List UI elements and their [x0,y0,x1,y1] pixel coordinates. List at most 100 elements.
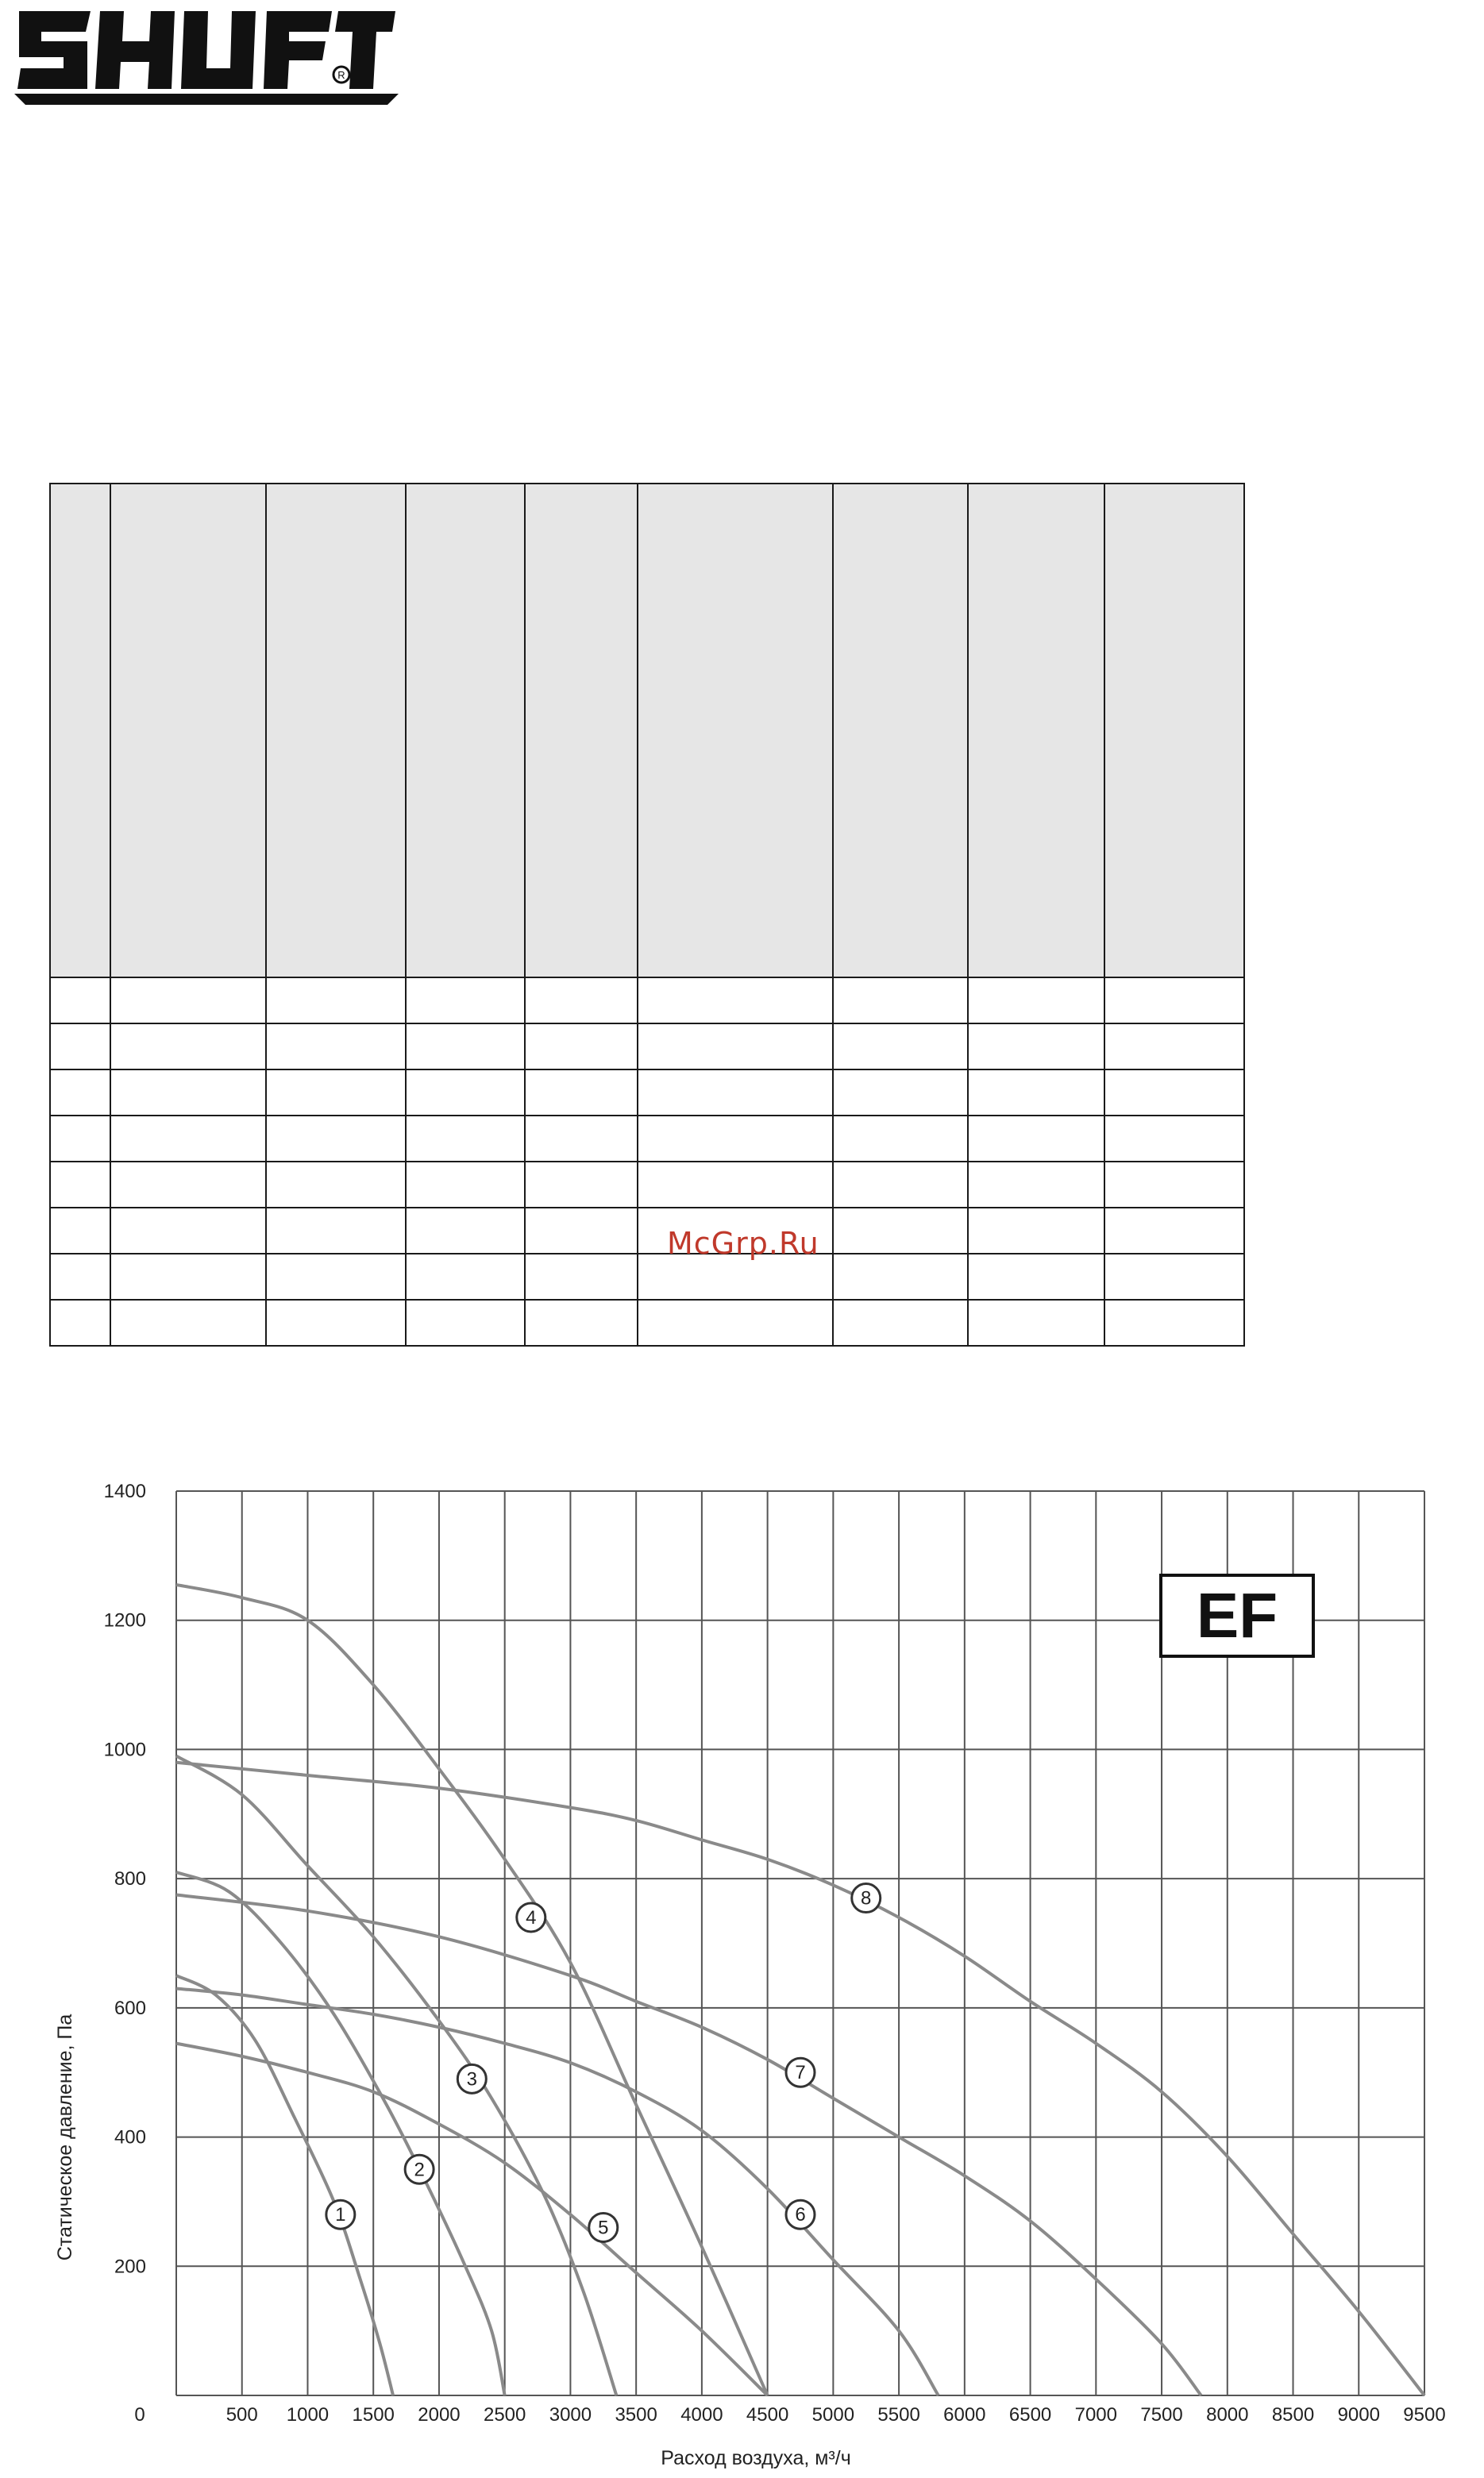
x-tick-label: 3500 [615,2404,657,2426]
table-cell [1104,1115,1245,1162]
curve-1 [175,1974,395,2396]
table-header-row [49,483,1245,978]
table-cell [49,1023,111,1070]
table-cell [524,483,638,978]
table-row [49,1299,1245,1347]
table-cell [110,483,267,978]
chart-axis-labels: 0 500 1000 1500 2000 2500 3000 3500 4000 4500 5000… [104,1481,1446,2426]
x-tick-label: 6000 [943,2404,985,2426]
curve-marker-6 [784,2199,816,2230]
table-cell [637,1161,834,1208]
table-cell [967,1253,1105,1301]
table-cell [405,1115,526,1162]
chart-grid [175,1490,1425,2396]
table-cell [967,1023,1105,1070]
fan-performance-chart: 1 2 3 4 5 6 7 8 0 500 1000 1500 2000 2500 3000 3500 400… [54,1481,1446,2469]
curve-8 [175,1760,1426,2397]
table-cell [265,977,407,1024]
table-cell [1104,977,1245,1024]
table-cell [1104,1253,1245,1301]
table-row [49,1115,1245,1162]
curve-6 [175,1987,940,2397]
table-cell [405,1161,526,1208]
table-cell [967,1207,1105,1254]
table-cell [265,1161,407,1208]
table-cell [405,1069,526,1116]
badge: EF [1159,1574,1315,1658]
x-tick-label: 500 [226,2404,258,2426]
table-cell [49,1115,111,1162]
curve-marker-label: 7 [795,2062,805,2083]
chart-markers: 1 2 3 4 5 6 7 8 [325,1883,882,2243]
x-tick-label: 0 [134,2404,145,2426]
x-tick-label: 2000 [418,2404,460,2426]
table-cell [265,1207,407,1254]
table-cell [110,1115,267,1162]
x-tick-label: 5500 [877,2404,919,2426]
y-tick-label: 1200 [104,1610,146,1632]
x-tick-label: 7500 [1140,2404,1182,2426]
table-cell [524,1023,638,1070]
curve-marker-label: 1 [335,2204,345,2226]
curve-marker-1 [325,2199,357,2230]
table-cell [1104,1069,1245,1116]
y-tick-label: 400 [114,2127,146,2148]
table-row [49,1023,1245,1070]
table-cell [967,483,1105,978]
x-tick-label: 8000 [1206,2404,1248,2426]
table-row [49,1069,1245,1116]
curve-marker-5 [588,2211,619,2243]
table-cell [49,1207,111,1254]
x-tick-label: 8500 [1272,2404,1314,2426]
table-cell [832,977,969,1024]
table-cell [524,977,638,1024]
x-tick-label: 6500 [1009,2404,1051,2426]
table-cell [967,1299,1105,1347]
table-cell [49,977,111,1024]
table-cell [405,977,526,1024]
table-cell [265,1115,407,1162]
curve-marker-2 [403,2153,435,2185]
table-cell [524,1207,638,1254]
curve-4 [175,1583,769,2396]
table-cell [967,977,1105,1024]
table-cell [265,483,407,978]
curve-marker-7 [784,2056,816,2088]
table-cell [637,1023,834,1070]
x-tick-label: 4000 [680,2404,723,2426]
table-cell [110,1069,267,1116]
table-row [49,1207,1245,1254]
x-tick-label: 1000 [287,2404,329,2426]
table-cell [832,1023,969,1070]
y-tick-label: 1400 [104,1481,146,1502]
table-cell [49,1253,111,1301]
table-cell [1104,1161,1245,1208]
table-cell [1104,1023,1245,1070]
table-cell [832,1253,969,1301]
table-cell [110,977,267,1024]
watermark: McGrp.Ru [667,1226,819,1261]
x-tick-label: 3000 [549,2404,592,2426]
table-cell [524,1115,638,1162]
table-cell [637,1253,834,1301]
x-tick-label: 7000 [1075,2404,1117,2426]
y-tick-label: 200 [114,2256,146,2277]
table-row [49,1253,1245,1301]
curve-marker-label: 8 [861,1888,871,1910]
x-axis-label: Расход воздуха, м³/ч [661,2447,850,2469]
table-cell [405,1253,526,1301]
table-cell [49,1161,111,1208]
table-cell [832,1069,969,1116]
table-cell [524,1069,638,1116]
x-tick-label: 2500 [484,2404,526,2426]
table-cell [405,1299,526,1347]
curve-2 [175,1871,507,2396]
curve-marker-label: 3 [467,2068,477,2090]
table-cell [832,1115,969,1162]
table-cell [967,1069,1105,1116]
curve-marker-label: 6 [795,2204,805,2226]
x-tick-label: 5000 [812,2404,854,2426]
table-cell [1104,483,1245,978]
table-cell [110,1023,267,1070]
table-cell [637,1115,834,1162]
